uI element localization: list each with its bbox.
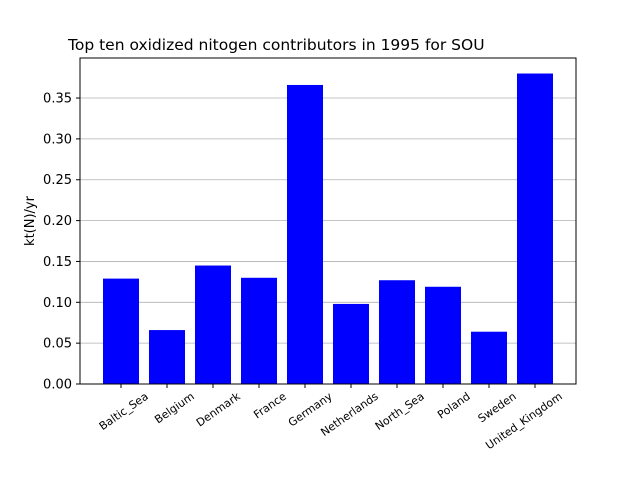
bar-poland [425,286,461,384]
bar-france [241,277,277,384]
y-tick-label: 0.00 [43,378,72,393]
plot-frame [79,57,577,385]
y-axis-label: kt(N)/yr [23,195,38,246]
bar-belgium [149,330,185,384]
y-tick-label: 0.15 [43,255,72,270]
y-tick-label: 0.20 [43,214,72,229]
y-tick-label: 0.05 [43,337,72,352]
chart-title: Top ten oxidized nitogen contributors in… [67,36,485,54]
x-tick-label: France [251,390,289,422]
y-axis-ticks: 0.00 0.05 0.10 0.15 0.20 0.25 0.30 0.35 [43,92,80,393]
x-tick-label: Sweden [476,390,519,426]
bars [103,73,553,385]
bar-north-sea [379,280,415,384]
y-tick-label: 0.35 [43,92,72,107]
y-tick-label: 0.30 [43,132,72,147]
x-tick-label: Belgium [152,390,196,427]
y-tick-label: 0.25 [43,173,72,188]
x-tick-label: United_Kingdom [483,390,564,452]
x-tick-label: North_Sea [373,390,427,433]
bar-germany [287,84,323,384]
bar-netherlands [333,303,369,384]
x-tick-label: Denmark [194,389,243,429]
bar-sweden [471,331,507,384]
bar-denmark [195,265,231,384]
bar-baltic-sea [103,278,139,384]
x-tick-label: Poland [435,390,473,422]
x-tick-label: Baltic_Sea [97,390,151,433]
bar-united-kingdom [517,73,553,385]
y-tick-label: 0.10 [43,296,72,311]
